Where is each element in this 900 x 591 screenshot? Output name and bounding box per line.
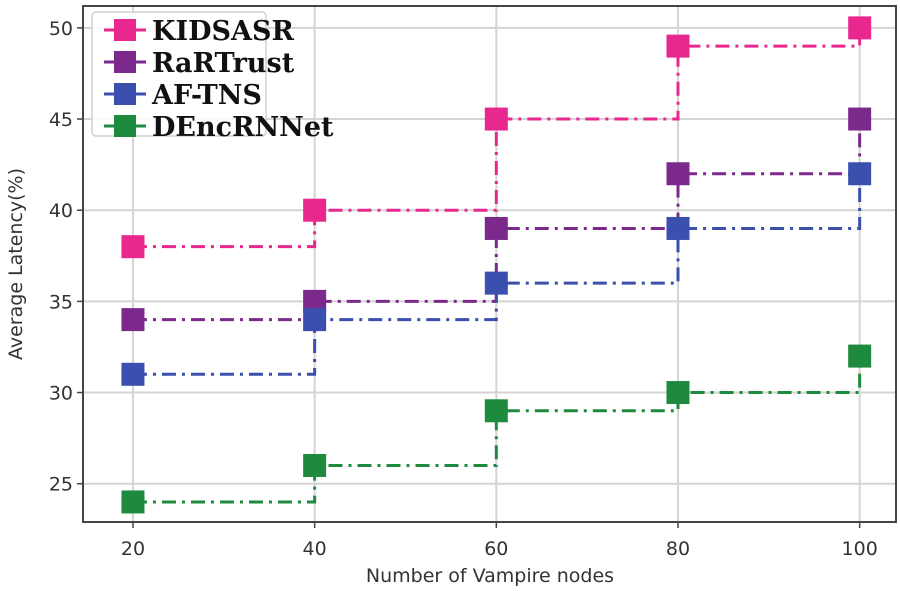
series-line [132, 173, 862, 376]
data-point-marker [303, 308, 327, 332]
x-tick-label: 40 [303, 538, 327, 560]
x-axis-label: Number of Vampire nodes [366, 565, 614, 587]
legend-item: DEncRNNet [104, 112, 334, 143]
data-point-marker [848, 162, 872, 186]
data-point-marker [666, 381, 690, 405]
y-tick-label: 40 [49, 200, 73, 222]
y-tick-label: 50 [49, 18, 73, 40]
data-point-marker [666, 162, 690, 186]
data-point-marker [484, 216, 508, 240]
legend-marker [114, 83, 136, 105]
legend-label: KIDSASR [152, 16, 294, 47]
y-tick-label: 30 [49, 383, 73, 405]
series-af-tns [121, 162, 872, 386]
y-axis: 25 30 35 40 45 50 [49, 18, 83, 496]
data-point-marker [121, 308, 145, 332]
plot-frame [82, 5, 897, 523]
data-point-marker [121, 362, 145, 386]
series-dencrnnet [121, 344, 872, 514]
legend-label: RaRTrust [152, 48, 295, 79]
series-line [132, 356, 862, 504]
legend-label: DEncRNNet [152, 112, 334, 143]
series-layer [121, 16, 872, 514]
data-point-marker [848, 344, 872, 368]
legend-item: RaRTrust [104, 48, 295, 79]
x-tick-label: 60 [484, 538, 508, 560]
x-axis: 20 40 60 80 100 [121, 522, 878, 560]
legend-marker [114, 19, 136, 41]
y-tick-label: 45 [49, 109, 73, 131]
data-point-marker [303, 453, 327, 477]
legend-item: KIDSASR [104, 16, 294, 47]
data-point-marker [121, 235, 145, 259]
data-point-marker [121, 490, 145, 514]
data-point-marker [666, 34, 690, 58]
x-tick-label: 80 [666, 538, 690, 560]
data-point-marker [666, 216, 690, 240]
y-tick-label: 35 [49, 291, 73, 313]
legend-marker [114, 51, 136, 73]
legend-item: AF-TNS [104, 80, 262, 111]
series-kidsasr [121, 16, 872, 259]
x-tick-label: 20 [121, 538, 145, 560]
y-axis-label: Average Latency(%) [5, 168, 27, 360]
x-tick-label: 100 [842, 538, 878, 560]
legend-label: AF-TNS [151, 80, 262, 111]
data-point-marker [303, 198, 327, 222]
y-tick-label: 25 [49, 474, 73, 496]
legend-marker [114, 115, 136, 137]
data-point-marker [484, 399, 508, 423]
data-point-marker [848, 16, 872, 40]
data-point-marker [848, 107, 872, 131]
data-point-marker [484, 107, 508, 131]
data-point-marker [484, 271, 508, 295]
